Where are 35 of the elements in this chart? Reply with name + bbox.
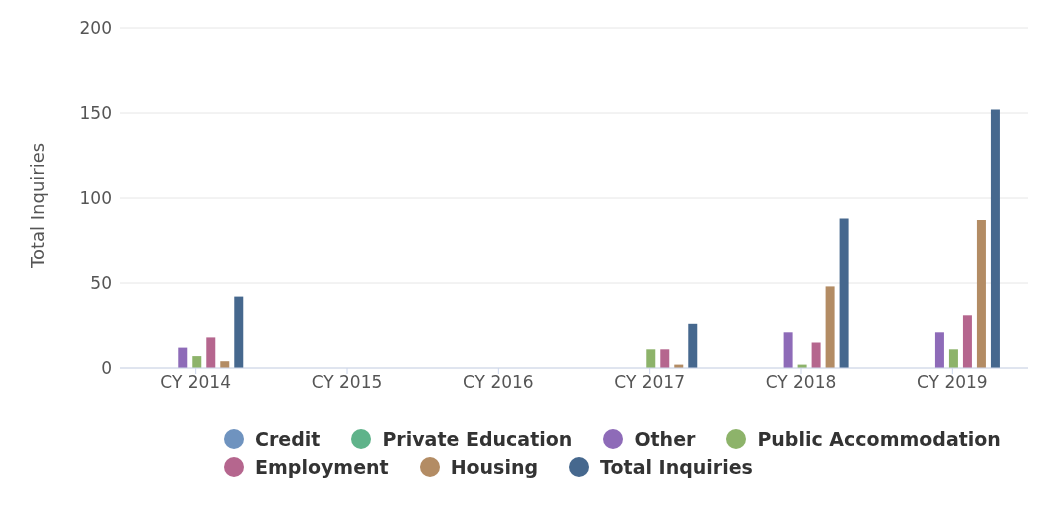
y-tick-label: 0: [101, 358, 112, 379]
legend-label: Housing: [450, 456, 539, 478]
bar: [688, 323, 698, 368]
bar: [990, 109, 1000, 368]
y-tick-label: 200: [79, 18, 112, 39]
bar: [234, 296, 244, 368]
bar: [934, 332, 944, 368]
x-tick-label: CY 2015: [311, 372, 383, 393]
y-tick-label: 50: [90, 273, 112, 294]
legend-label: Other: [634, 428, 696, 450]
x-tick-label: CY 2018: [765, 372, 837, 393]
bar: [660, 349, 670, 368]
y-tick-label: 100: [79, 188, 112, 209]
bar: [976, 220, 986, 368]
y-tick-label: 150: [79, 103, 112, 124]
bar: [783, 332, 793, 368]
bar: [825, 286, 835, 368]
legend-label: Public Accommodation: [757, 428, 1001, 450]
x-tick-label: CY 2014: [160, 372, 231, 393]
bar: [839, 218, 849, 368]
bar: [811, 342, 821, 368]
legend-label: Employment: [255, 456, 389, 478]
legend-label: Total Inquiries: [600, 456, 753, 478]
y-axis-title: Total Inquiries: [27, 142, 49, 269]
x-tick-label: CY 2016: [463, 372, 534, 393]
bar: [962, 315, 972, 368]
bar: [646, 349, 656, 368]
x-tick-label: CY 2019: [917, 372, 988, 393]
bar: [178, 347, 188, 368]
legend-label: Credit: [255, 428, 321, 450]
x-tick-label: CY 2017: [614, 372, 685, 393]
bar: [192, 356, 202, 368]
bar: [206, 337, 216, 368]
bar: [948, 349, 958, 368]
legend-label: Private Education: [382, 428, 573, 450]
